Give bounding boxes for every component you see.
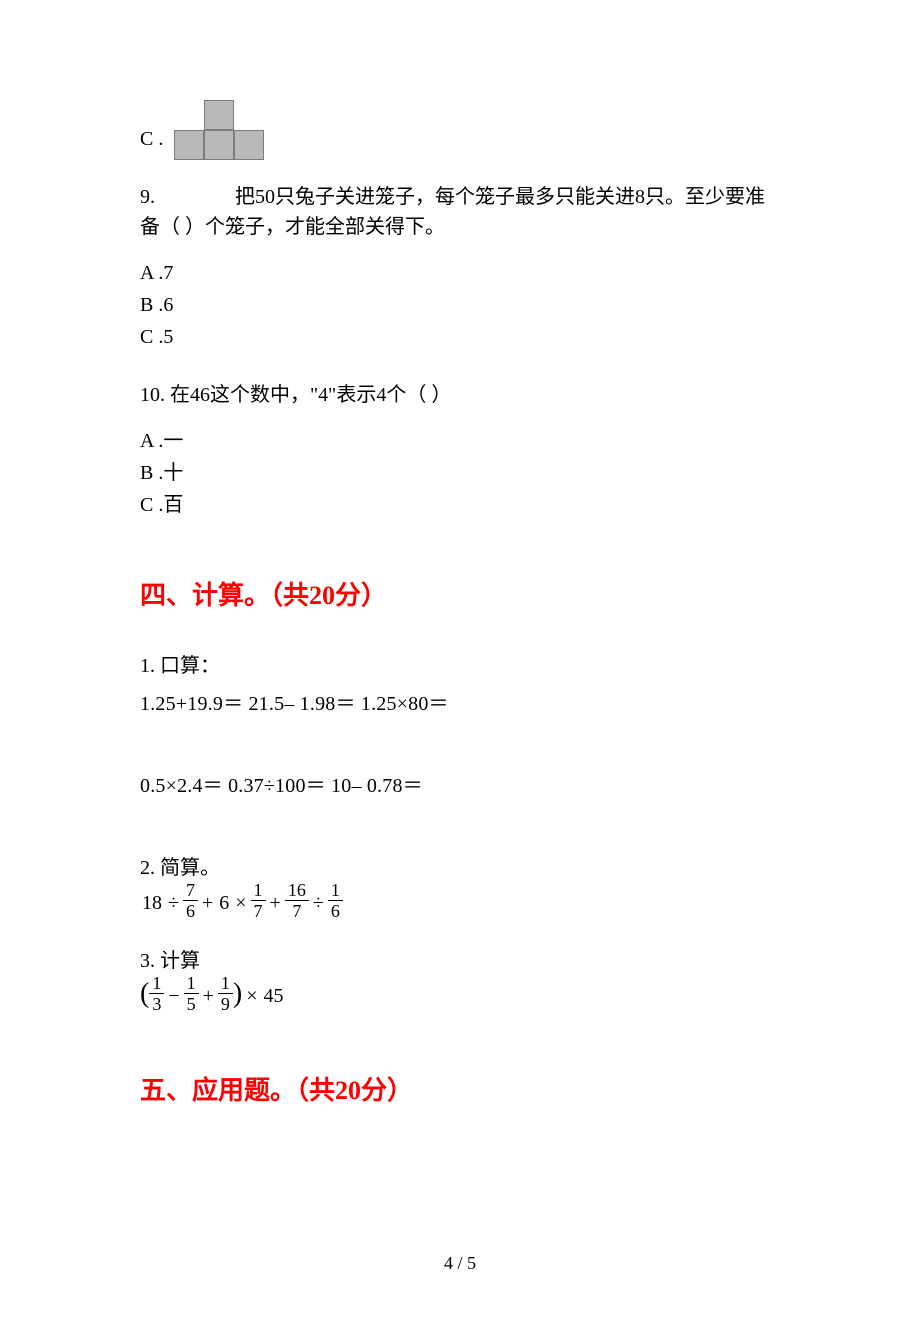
s4-q2: 2. 简算。 18÷76+6×17+167÷16: [140, 853, 780, 922]
question-9-options: A .7 B .6 C .5: [140, 258, 780, 352]
s4-q1-row2: 0.5×2.4＝ 0.37÷100＝ 10– 0.78＝: [140, 771, 780, 801]
grid-cell: [174, 100, 204, 130]
s4-q2-label: 2. 简算。: [140, 853, 780, 883]
q10-option-a: A .一: [140, 426, 780, 456]
question-9-stem: 9.把50只兔子关进笼子，每个笼子最多只能关进8只。至少要准备（ ）个笼子，才能…: [140, 182, 780, 242]
s4-q1-label: 1. 口算：: [140, 651, 780, 681]
option-c-shape: [174, 100, 264, 160]
tetromino-grid: [174, 100, 264, 160]
grid-cell: [204, 100, 234, 130]
s4-q3-expr: (13−15+19)×45: [140, 976, 780, 1015]
s4-q1-row1: 1.25+19.9＝ 21.5– 1.98＝ 1.25×80＝: [140, 689, 780, 719]
q9-option-b: B .6: [140, 290, 780, 320]
page-footer: 4 / 5: [140, 1250, 780, 1277]
grid-cell: [234, 100, 264, 130]
question-10-options: A .一 B .十 C .百: [140, 426, 780, 520]
q9-option-c: C .5: [140, 322, 780, 352]
option-c-with-shape: C .: [140, 100, 780, 154]
question-9-text: 把50只兔子关进笼子，每个笼子最多只能关进8只。至少要准备（ ）个笼子，才能全部…: [140, 186, 765, 238]
question-10: 10. 在46这个数中，"4"表示4个（ ）: [140, 380, 780, 410]
q10-option-c: C .百: [140, 490, 780, 520]
section-4-title: 四、计算。（共20分）: [140, 576, 780, 615]
s4-q3: 3. 计算 (13−15+19)×45: [140, 946, 780, 1015]
q9-option-a: A .7: [140, 258, 780, 288]
question-9-number: 9.: [140, 186, 155, 208]
q10-option-b: B .十: [140, 458, 780, 488]
question-10-text: 10. 在46这个数中，"4"表示4个（ ）: [140, 380, 780, 410]
s4-q1: 1. 口算： 1.25+19.9＝ 21.5– 1.98＝ 1.25×80＝ 0…: [140, 651, 780, 801]
grid-cell: [174, 130, 204, 160]
s4-q3-label: 3. 计算: [140, 946, 780, 976]
option-c-label: C .: [140, 128, 163, 150]
grid-cell: [204, 130, 234, 160]
grid-cell: [234, 130, 264, 160]
question-9: 9.把50只兔子关进笼子，每个笼子最多只能关进8只。至少要准备（ ）个笼子，才能…: [140, 182, 780, 242]
s4-q2-expr: 18÷76+6×17+167÷16: [140, 883, 780, 922]
section-5-title: 五、应用题。（共20分）: [140, 1071, 780, 1110]
